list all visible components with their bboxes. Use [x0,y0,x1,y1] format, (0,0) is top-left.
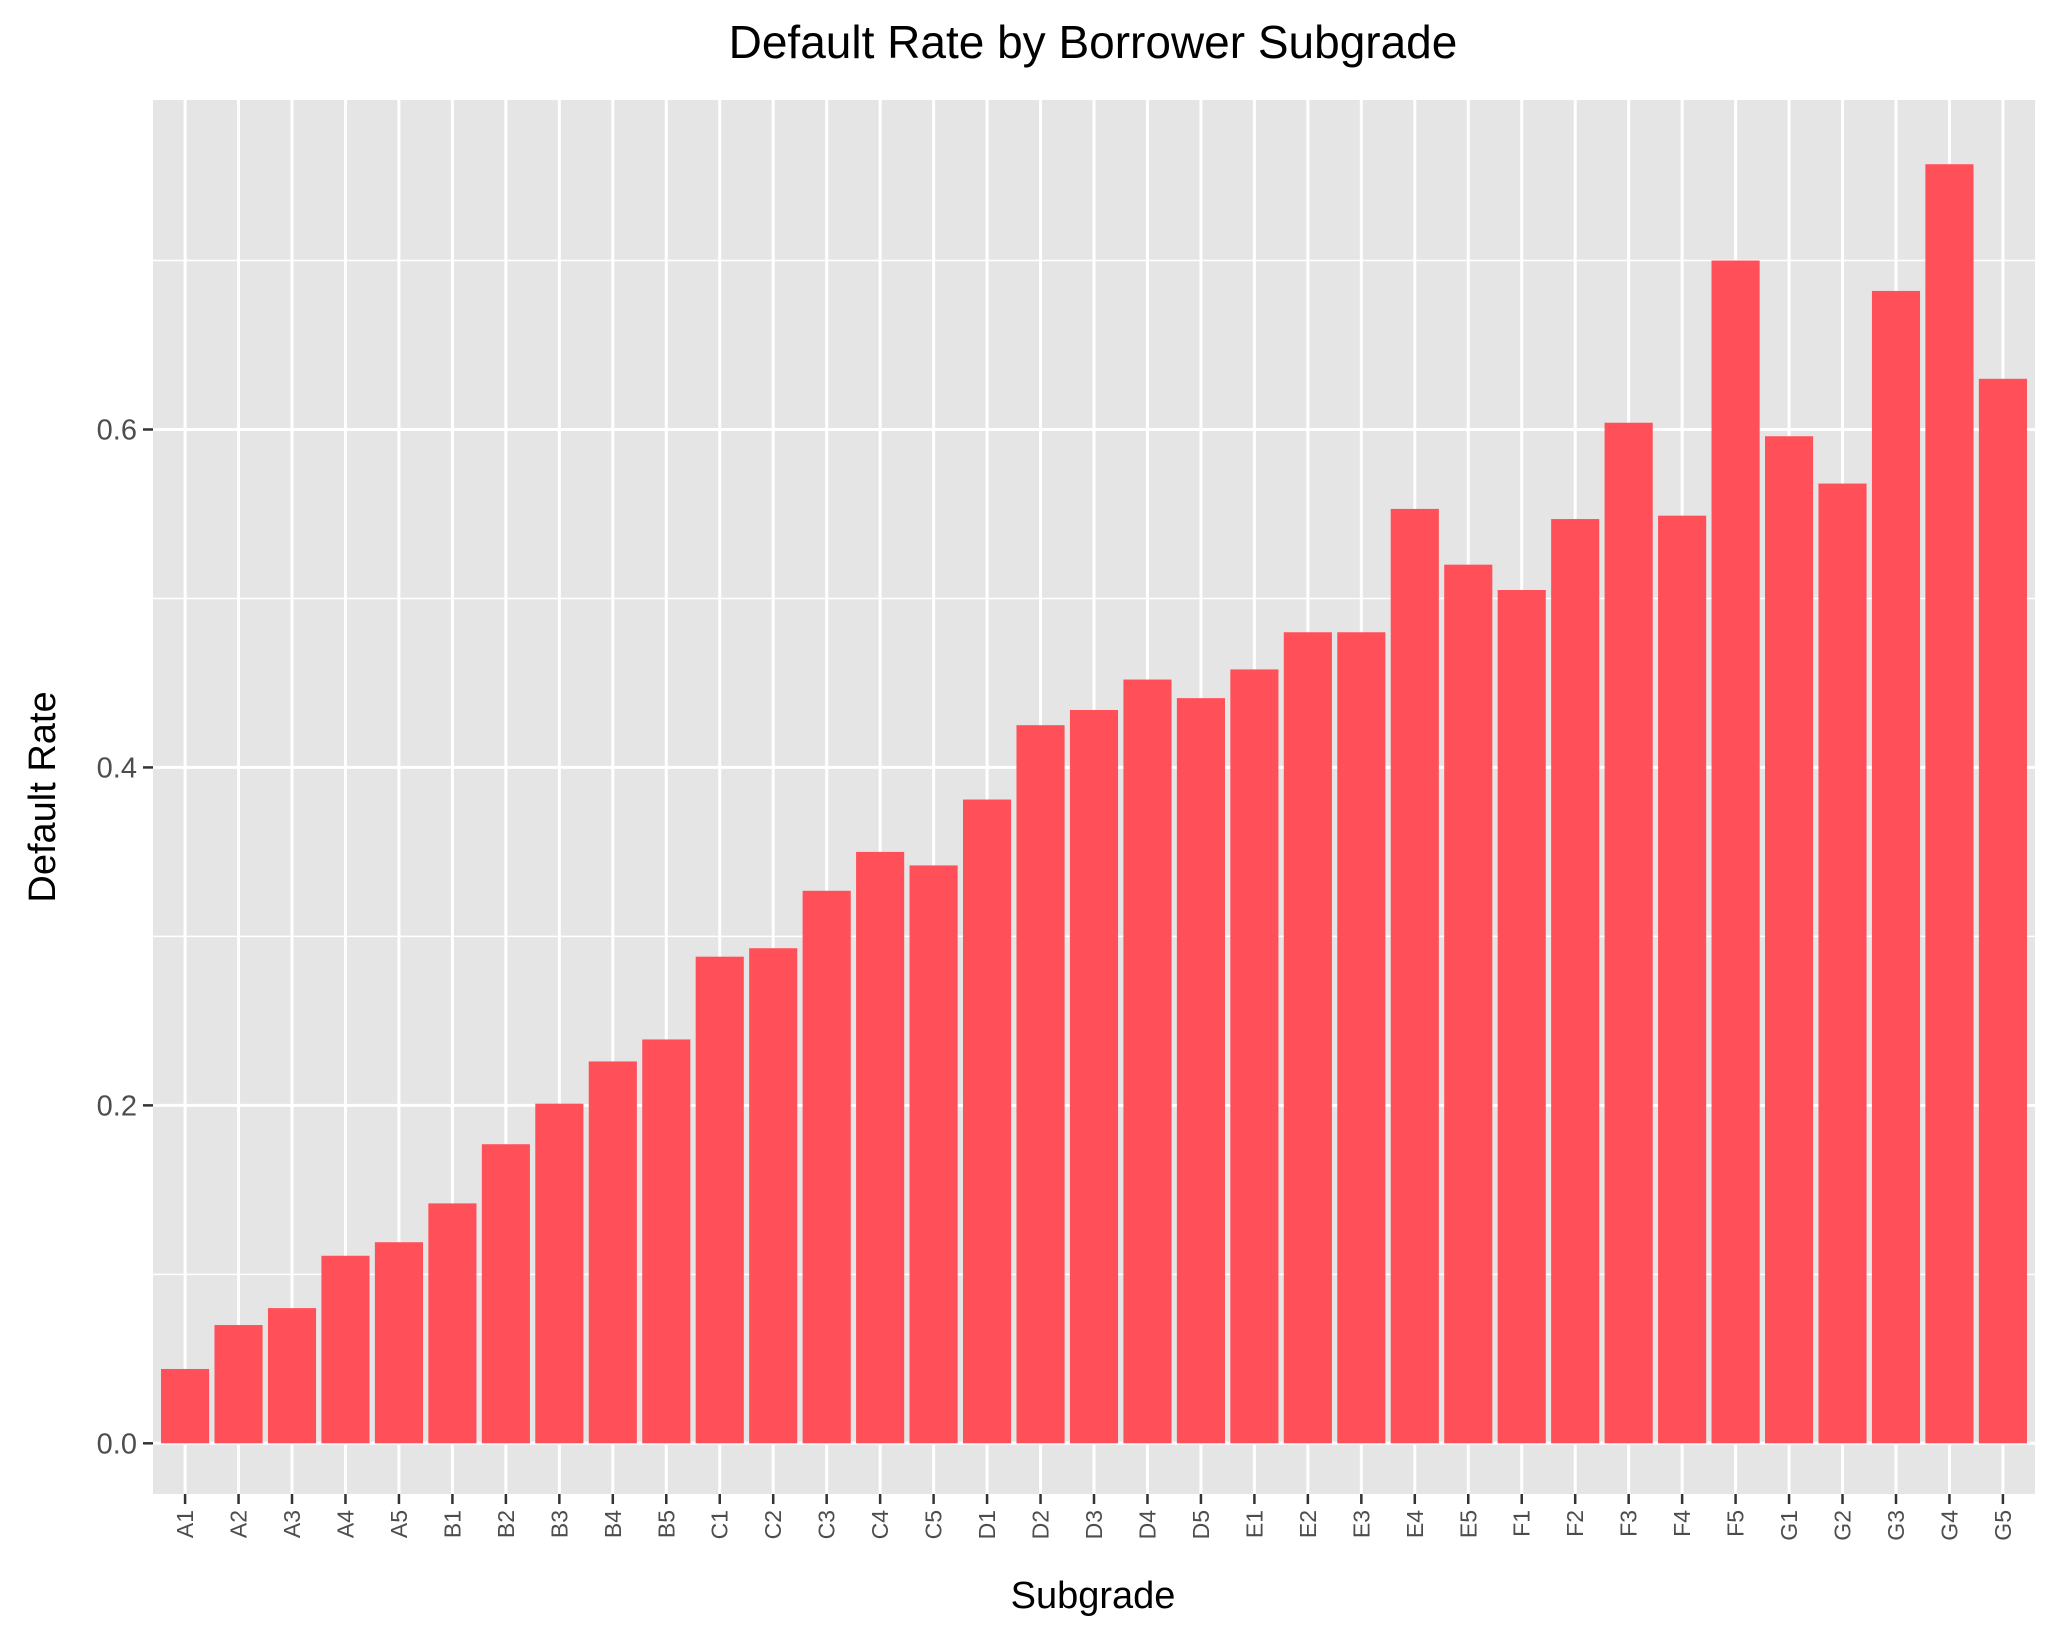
x-tick-label: G1 [1776,1510,1802,1541]
bar-F5 [1711,260,1760,1444]
y-tick-label: 0.0 [97,1428,137,1460]
bar-D3 [1069,709,1119,1444]
bar-F2 [1551,519,1600,1444]
bar-D4 [1123,679,1172,1444]
bar-A4 [321,1255,370,1444]
bar-G5 [1978,378,2027,1444]
x-tick-label: F3 [1616,1510,1642,1537]
bar-A1 [161,1368,210,1444]
bar-G3 [1871,290,1921,1444]
bar-D1 [963,799,1012,1444]
x-tick-label: D2 [1028,1510,1054,1539]
bar-C2 [749,948,798,1444]
x-tick-label: F5 [1723,1510,1749,1537]
bar-B3 [535,1103,584,1444]
bar-F1 [1497,590,1546,1444]
x-tick-label: G2 [1830,1510,1856,1541]
x-tick-label: C4 [867,1510,893,1540]
bar-G4 [1925,164,1974,1444]
bar-D5 [1176,698,1225,1444]
bar-D2 [1016,725,1065,1444]
bar-A5 [374,1242,424,1444]
x-axis-title: Subgrade [1011,1575,1176,1617]
bar-E5 [1444,564,1493,1444]
x-tick-label: B1 [439,1510,465,1538]
y-axis: 0.0 0.2 0.4 0.6 [97,414,153,1460]
bar-A3 [267,1308,317,1444]
x-tick-label: A5 [386,1510,412,1538]
y-axis-title: Default Rate [22,691,64,902]
x-tick-label: A3 [279,1510,305,1538]
x-tick-label: A2 [226,1510,252,1538]
x-tick-label: B3 [546,1510,572,1538]
bar-A2 [214,1325,263,1444]
x-tick-label: D1 [974,1510,1000,1539]
bar-C5 [909,865,958,1444]
bar-B1 [428,1203,477,1444]
x-tick-label: F2 [1562,1510,1588,1537]
x-tick-label: B5 [653,1510,679,1538]
bar-B2 [481,1144,530,1444]
chart-title: Default Rate by Borrower Subgrade [729,16,1458,68]
x-tick-label: G5 [1990,1510,2016,1541]
bar-G2 [1818,483,1867,1444]
x-tick-label: B4 [600,1510,626,1538]
x-tick-label: D5 [1188,1510,1214,1539]
bar-F3 [1604,422,1653,1444]
x-tick-label: E5 [1455,1510,1481,1538]
x-tick-label: G4 [1936,1510,1962,1541]
bar-F4 [1658,515,1707,1444]
x-tick-label: G3 [1883,1510,1909,1541]
x-tick-label: E3 [1348,1510,1374,1538]
bar-C1 [695,956,744,1444]
bar-B4 [588,1061,637,1444]
bar-G1 [1764,436,1814,1444]
x-tick-label: E4 [1402,1510,1428,1538]
x-tick-label: C5 [921,1510,947,1539]
bar-C4 [856,851,905,1444]
bar-E4 [1390,508,1439,1444]
y-tick-label: 0.2 [97,1090,137,1122]
x-tick-label: B2 [493,1510,519,1538]
y-tick-label: 0.6 [97,414,137,446]
x-axis: A1 A2 A3 A4 A5 B1 B2 B3 B4 B5 C1 C2 C3 C4 C5 D1 D2 D3 D4 D5… [172,1494,2016,1541]
x-tick-label: C3 [814,1510,840,1539]
x-tick-label: C2 [760,1510,786,1539]
x-tick-label: E1 [1241,1510,1267,1538]
x-tick-label: E2 [1295,1510,1321,1538]
bar-E2 [1283,632,1332,1444]
bar-E1 [1230,669,1279,1444]
bar-C3 [802,890,851,1444]
x-tick-label: D4 [1134,1510,1160,1540]
x-tick-label: A1 [172,1510,198,1538]
bar-B5 [642,1039,691,1444]
y-tick-label: 0.4 [97,752,137,784]
x-tick-label: F1 [1509,1510,1535,1537]
x-tick-label: F4 [1669,1510,1695,1537]
bars [161,164,2027,1444]
x-tick-label: A4 [332,1510,358,1538]
x-tick-label: D3 [1081,1510,1107,1539]
bar-E3 [1337,632,1386,1444]
x-tick-label: C1 [707,1510,733,1539]
